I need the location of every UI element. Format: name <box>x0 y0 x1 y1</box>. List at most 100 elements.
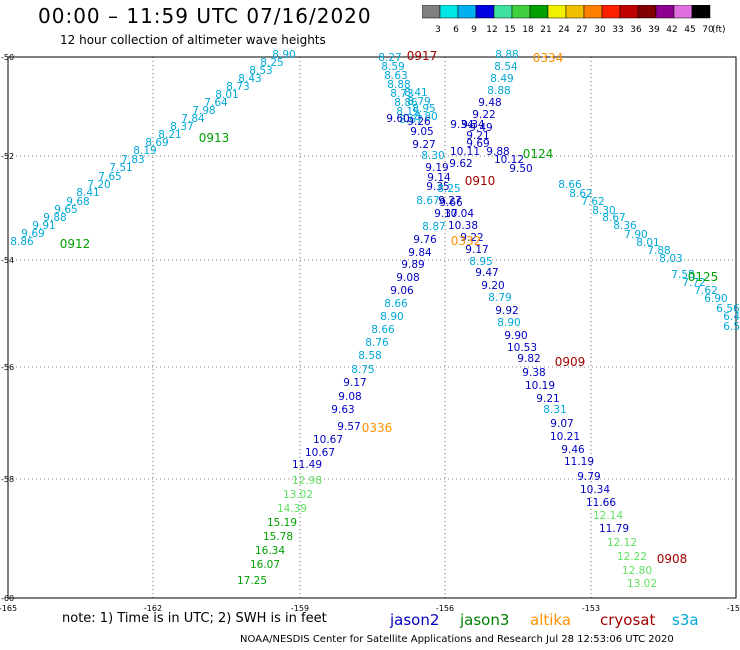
wave-height-value: 8.95 <box>412 103 435 115</box>
legend-item-jason2: jason2 <box>390 611 440 629</box>
map-frame <box>7 56 737 599</box>
wave-height-value: 8.49 <box>490 73 513 85</box>
wave-height-value: 11.49 <box>292 459 322 471</box>
wave-height-value: 8.87 <box>422 221 445 233</box>
pass-id-label: 0332 <box>451 234 482 248</box>
wave-height-value: 16.07 <box>250 559 280 571</box>
pass-id-label: 0909 <box>555 355 586 369</box>
legend-item-altika: altika <box>530 611 572 629</box>
wave-height-value: 9.65 <box>54 204 77 216</box>
wave-height-value: 9.47 <box>475 267 498 279</box>
scale-label: 70 <box>702 25 714 35</box>
wave-height-value: 12.14 <box>593 510 623 522</box>
wave-height-value: 8.21 <box>158 129 181 141</box>
wave-height-value: 6.90 <box>704 293 727 305</box>
wave-height-value: 9.35 <box>426 181 449 193</box>
wave-height-value: 8.67 <box>399 114 422 126</box>
wave-height-value: 7.62 <box>694 285 717 297</box>
wave-height-value: 10.12 <box>494 154 524 166</box>
wave-height-value: 9.62 <box>449 158 472 170</box>
wave-height-value: 8.88 <box>495 49 518 61</box>
wave-height-value: 8.75 <box>351 364 374 376</box>
wave-height-value: 8.31 <box>543 404 566 416</box>
lat-tick-label: -56 <box>1 363 14 372</box>
lon-tick-label: -162 <box>144 604 162 613</box>
lon-tick-label: -150 <box>727 604 740 613</box>
wave-height-value: 7.51 <box>109 162 132 174</box>
wave-height-value: 9.48 <box>478 97 501 109</box>
wave-height-value: 9.88 <box>486 146 509 158</box>
wave-height-value: 9.21 <box>536 393 559 405</box>
legend-item-s3a: s3a <box>672 611 699 629</box>
scale-swatch <box>691 5 711 19</box>
lon-tick-label: -165 <box>0 604 17 613</box>
wave-height-value: 8.66 <box>371 324 395 336</box>
wave-height-value: 7.58 <box>671 269 694 281</box>
pass-id-label: 0917 <box>407 49 438 63</box>
wave-height-value: 8.73 <box>226 81 249 93</box>
wave-height-value: 9.19 <box>425 162 448 174</box>
wave-height-value: 9.90 <box>504 330 527 342</box>
wave-height-value: 17.25 <box>237 575 267 587</box>
wave-height-value: 12.98 <box>292 475 322 487</box>
wave-height-value: 10.38 <box>448 220 478 232</box>
wave-height-value: 8.37 <box>170 121 193 133</box>
wave-height-value: 8.67 <box>602 212 625 224</box>
wave-height-value: 11.19 <box>564 456 594 468</box>
wave-height-value: 9.34 <box>461 119 485 131</box>
page-subtitle: 12 hour collection of altimeter wave hei… <box>60 33 326 47</box>
wave-height-value: 9.69 <box>21 228 44 240</box>
wave-height-value: 9.22 <box>472 109 495 121</box>
wave-height-value: 9.63 <box>331 404 354 416</box>
wave-height-value: 9.88 <box>43 212 66 224</box>
wave-height-value: 9.68 <box>66 196 89 208</box>
wave-height-value: 7.84 <box>181 113 205 125</box>
wave-height-value: 12.12 <box>607 537 637 549</box>
wave-height-value: 8.25 <box>260 57 283 69</box>
wave-height-value: 9.14 <box>427 172 451 184</box>
wave-height-value: 8.62 <box>569 188 592 200</box>
wave-height-value: 8.73 <box>390 88 413 100</box>
wave-height-value: 13.02 <box>283 489 313 501</box>
wave-height-value: 9.79 <box>577 471 600 483</box>
wave-height-value: 8.80 <box>414 111 437 123</box>
scale-label: 3 <box>435 25 441 35</box>
wave-height-value: 8.88 <box>387 79 410 91</box>
scale-label: 30 <box>594 25 606 35</box>
wave-height-value: 13.02 <box>627 578 657 590</box>
scale-label: 24 <box>558 25 570 35</box>
wave-height-value: 15.19 <box>267 517 297 529</box>
wave-height-value: 8.59 <box>381 61 404 73</box>
wave-height-value: 7.62 <box>581 196 604 208</box>
wave-height-value: 9.27 <box>412 139 435 151</box>
wave-height-value: 9.21 <box>466 130 489 142</box>
lat-tick-label: -50 <box>1 53 14 62</box>
wave-height-value: 8.88 <box>487 85 510 97</box>
wave-height-value: 9.17 <box>343 377 366 389</box>
wave-height-value: 9.92 <box>495 305 518 317</box>
wave-height-value: 6.57 <box>723 321 740 333</box>
wave-height-value: 9.82 <box>517 353 540 365</box>
wave-height-value: 9.08 <box>338 391 361 403</box>
wave-height-value: 9.07 <box>550 418 573 430</box>
wave-height-value: 11.66 <box>586 497 616 509</box>
wave-height-value: 8.86 <box>394 97 418 109</box>
pass-id-label: 0912 <box>60 237 91 251</box>
scale-label: 21 <box>540 25 551 35</box>
pass-id-label: 0336 <box>362 421 393 435</box>
wave-height-value: 7.20 <box>87 179 110 191</box>
scale-label: 15 <box>504 25 515 35</box>
lat-tick-label: -60 <box>1 594 14 603</box>
wave-height-value: 8.15 <box>396 106 419 118</box>
wave-height-value: 7.65 <box>98 171 121 183</box>
wave-height-value: 10.34 <box>580 484 610 496</box>
wave-height-value: 8.19 <box>133 145 156 157</box>
wave-height-value: 8.76 <box>365 337 389 349</box>
wave-height-value: 8.95 <box>469 256 492 268</box>
wave-height-value: 6.43 <box>723 311 740 323</box>
wave-height-value: 9.27 <box>438 195 461 207</box>
wave-height-value: 8.90 <box>272 49 295 61</box>
lon-tick-label: -159 <box>291 604 309 613</box>
scale-label: 42 <box>666 25 677 35</box>
